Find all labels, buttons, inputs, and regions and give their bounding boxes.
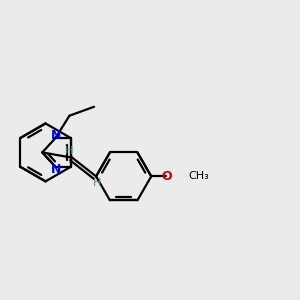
Text: O: O (161, 170, 172, 183)
Text: N: N (51, 129, 62, 142)
Text: H: H (64, 146, 73, 157)
Text: H: H (93, 178, 102, 188)
Text: N: N (51, 163, 62, 176)
Text: CH₃: CH₃ (188, 171, 209, 182)
